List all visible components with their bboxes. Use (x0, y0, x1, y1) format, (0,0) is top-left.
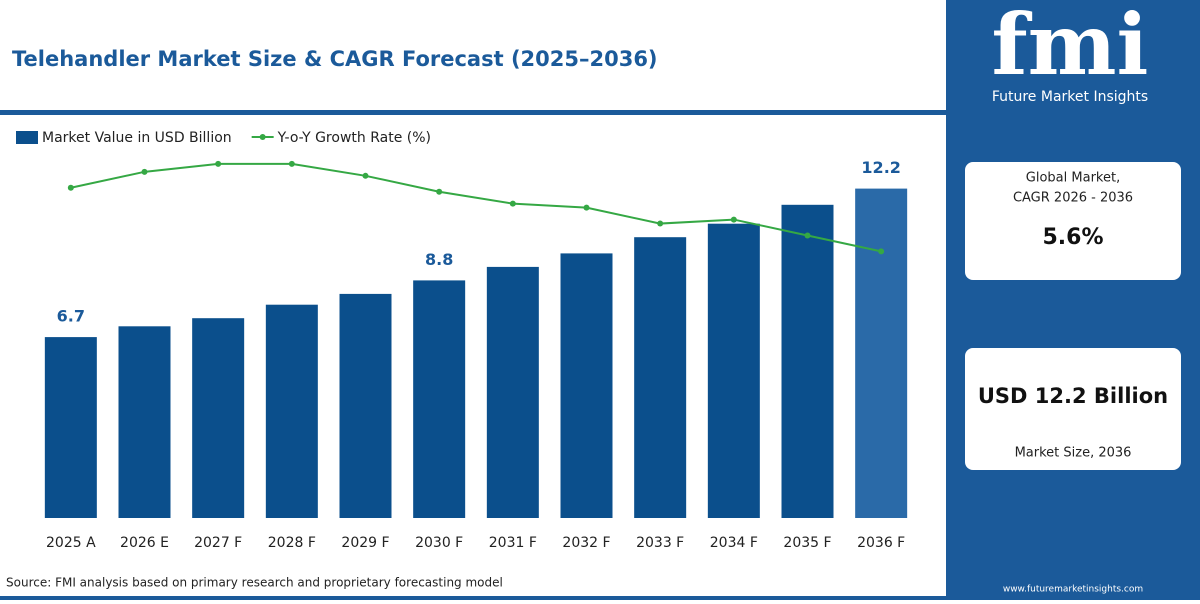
logo: fmi (992, 0, 1149, 94)
source: Source: FMI analysis based on primary re… (6, 576, 503, 590)
line-point (436, 188, 443, 195)
x-tick-label: 2036 F (857, 535, 905, 551)
x-tick-label: 2035 F (783, 535, 831, 551)
card-label: CAGR 2026 - 2036 (1013, 191, 1133, 206)
x-tick-label: 2031 F (489, 535, 537, 551)
bar (118, 326, 171, 518)
legend-swatch (259, 134, 266, 140)
line-point (730, 216, 737, 223)
bar (707, 223, 760, 518)
data-label: 6.7 (57, 307, 85, 326)
line-point (67, 184, 74, 191)
line-point (804, 232, 811, 239)
card-label: Market Size, 2036 (1015, 446, 1132, 461)
legend-label: Market Value in USD Billion (42, 130, 232, 146)
line-point (878, 248, 885, 255)
cagr-card (965, 162, 1181, 280)
bar (413, 280, 466, 518)
line-point (657, 220, 664, 227)
chart-title: Telehandler Market Size & CAGR Forecast … (12, 47, 658, 71)
x-tick-label: 2027 F (194, 535, 242, 551)
bar (560, 253, 613, 518)
bar (44, 337, 97, 518)
x-tick-label: 2025 A (46, 535, 96, 551)
footer-rule (0, 596, 946, 600)
card-value: USD 12.2 Billion (978, 384, 1168, 408)
line (70, 162, 882, 253)
legend-swatch (16, 131, 38, 144)
bar (781, 204, 834, 519)
card-value: 5.6% (1042, 225, 1103, 250)
line-point (288, 160, 295, 167)
line-point (141, 168, 148, 175)
line-point (362, 172, 369, 179)
data-label: 8.8 (425, 250, 453, 269)
x-tick-label: 2034 F (710, 535, 758, 551)
brand: Future Market Insights (992, 89, 1148, 105)
bar (192, 318, 245, 518)
x-tick-label: 2028 F (268, 535, 316, 551)
line-point (215, 160, 222, 167)
card-label: Global Market, (1026, 171, 1120, 186)
bar (265, 304, 318, 518)
sidebar (946, 0, 1200, 600)
size-card (965, 348, 1181, 470)
bar (339, 293, 392, 518)
line-point (509, 200, 516, 207)
bar (486, 266, 539, 518)
data-label: 12.2 (861, 158, 900, 177)
legend-label: Y-o-Y Growth Rate (%) (277, 130, 431, 146)
bar (634, 237, 687, 518)
url: www.futuremarketinsights.com (1003, 585, 1143, 595)
line-point (583, 204, 590, 211)
x-tick-label: 2029 F (341, 535, 389, 551)
x-tick-label: 2033 F (636, 535, 684, 551)
header-rule (0, 110, 946, 115)
x-tick-label: 2030 F (415, 535, 463, 551)
x-tick-label: 2026 E (120, 535, 169, 551)
bar (855, 188, 908, 518)
x-tick-label: 2032 F (562, 535, 610, 551)
